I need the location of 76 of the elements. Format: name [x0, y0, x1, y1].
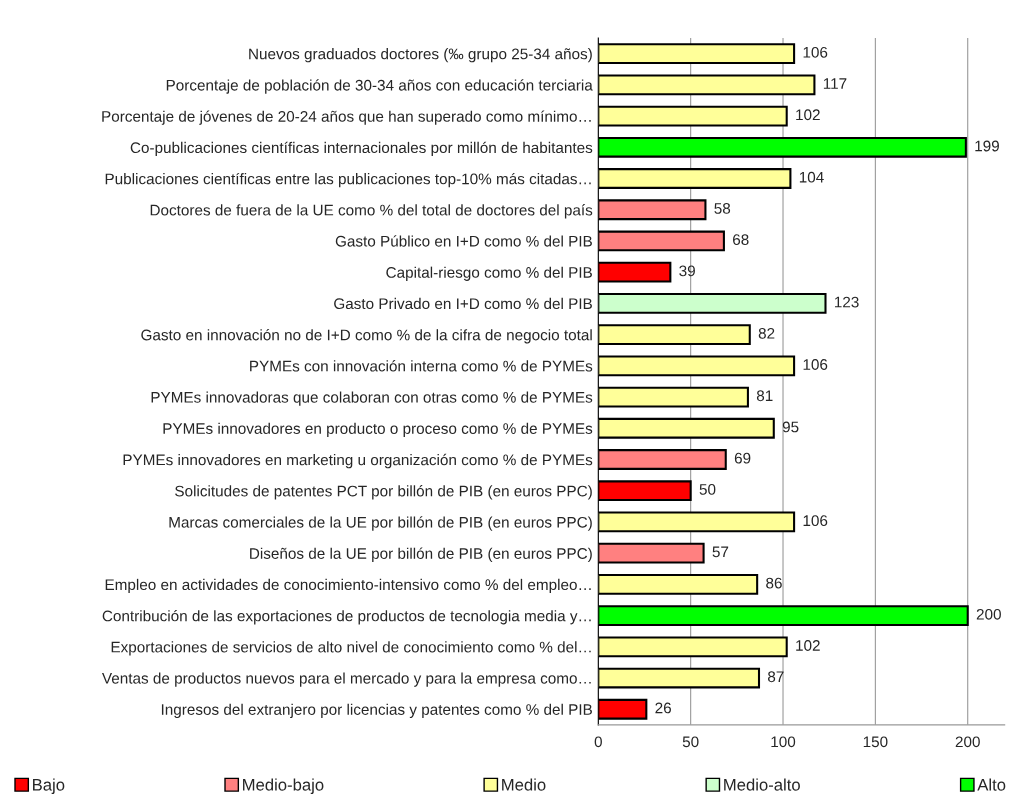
data-label: 123 — [835, 296, 859, 308]
bar — [598, 511, 796, 533]
data-label: 106 — [803, 359, 828, 370]
data-label: 81 — [756, 390, 773, 402]
legend-label: Bajo — [33, 778, 65, 794]
y-tick-label: Publicaciones científicas entre las publicaciones top-10% más citadas… — [105, 172, 591, 188]
y-tick-label: PYMEs innovadoras que colaboran con otras como % de PYMEs — [151, 391, 593, 406]
y-tick-label: Porcentaje de población de 30-34 años con educación terciaria — [166, 79, 593, 94]
bar — [598, 105, 788, 127]
y-tick-label: PYMEs innovadores en producto o proceso como % de PYMEs — [163, 422, 593, 437]
y-tick-label: Empleo en actividades de conocimiento-intensivo como % del empleo… — [105, 578, 591, 594]
legend-label: Medio-bajo — [243, 778, 324, 794]
bar — [598, 292, 827, 314]
data-label: 95 — [782, 421, 799, 433]
bar — [598, 386, 749, 408]
bar — [598, 542, 705, 564]
data-label: 82 — [758, 327, 775, 339]
x-tick-label: 150 — [863, 736, 888, 748]
data-label: 39 — [679, 265, 695, 277]
data-label: 58 — [714, 203, 731, 214]
y-tick-label: Ingresos del extranjero por licencias y patentes como % del PIB — [161, 703, 592, 718]
bar — [598, 199, 707, 221]
bar — [598, 698, 648, 720]
x-tick-label: 0 — [594, 736, 602, 748]
y-tick-label: Nuevos graduados doctores (‰ grupo 25-34 años) — [249, 48, 592, 63]
bar — [598, 480, 692, 502]
y-tick-label: Exportaciones de servicios de alto nivel de conocimiento como % del… — [111, 641, 591, 656]
data-label: 26 — [655, 702, 671, 714]
y-tick-label: Gasto Privado en I+D como % del PIB — [334, 297, 592, 310]
legend-label: Alto — [977, 778, 1006, 791]
y-tick-label: Gasto Público en I+D como % del PIB — [335, 235, 592, 247]
bar — [598, 43, 796, 65]
y-tick-label: Co-publicaciones científicas internacionales por millón de habitantes — [130, 141, 593, 157]
x-tick-label: 50 — [682, 736, 699, 748]
bar — [598, 230, 725, 252]
legend-label: Medio — [502, 778, 546, 791]
data-label: 104 — [799, 171, 824, 183]
y-tick-label: Ventas de productos nuevos para el mercado y para la empresa como… — [101, 672, 591, 687]
data-label: 102 — [796, 109, 820, 121]
data-label: 102 — [796, 640, 820, 651]
y-tick-label: Porcentaje de jóvenes de 20-24 años que han superado como mínimo… — [102, 110, 591, 125]
bar — [598, 636, 788, 658]
y-tick-label: Diseños de la UE por billón de PIB (en euros PPC) — [250, 547, 592, 562]
bar — [598, 168, 792, 189]
bar — [598, 667, 761, 689]
legend-label: Medio-alto — [724, 778, 800, 791]
bar — [598, 449, 727, 470]
x-tick-label: 200 — [955, 736, 980, 748]
x-tick-label: 100 — [771, 736, 796, 748]
data-label: 86 — [766, 577, 782, 589]
data-label: 199 — [975, 140, 999, 152]
bar — [598, 573, 759, 595]
bar — [598, 136, 967, 158]
bar — [598, 74, 816, 96]
bar — [598, 261, 672, 283]
bar — [598, 417, 775, 439]
y-tick-label: Gasto en innovación no de I+D como % de la cifra de negocio total — [141, 328, 592, 344]
bar — [598, 355, 796, 377]
y-tick-label: Contribución de las exportaciones de productos de tecnologia media y… — [102, 609, 591, 625]
data-label: 50 — [699, 484, 716, 495]
data-label: 69 — [734, 452, 751, 464]
y-tick-label: Doctores de fuera de la UE como % del total de doctores del país — [150, 204, 593, 219]
y-tick-label: Capital-riesgo como % del PIB — [386, 266, 592, 281]
data-label: 106 — [803, 46, 828, 58]
bar — [598, 324, 751, 346]
bar — [598, 605, 969, 626]
y-tick-label: Solicitudes de patentes PCT por billón de PIB (en euros PPC) — [175, 485, 592, 500]
y-tick-label: Marcas comerciales de la UE por billón de PIB (en euros PPC) — [169, 516, 592, 531]
data-label: 87 — [768, 671, 784, 683]
data-label: 106 — [803, 515, 828, 527]
data-label: 200 — [976, 608, 1001, 620]
data-label: 57 — [712, 546, 729, 558]
data-label: 68 — [733, 234, 749, 246]
y-tick-label: PYMEs con innovación interna como % de PYMEs — [250, 360, 593, 372]
data-label: 117 — [823, 78, 847, 89]
y-tick-label: PYMEs innovadores en marketing u organización como % de PYMEs — [123, 453, 593, 469]
